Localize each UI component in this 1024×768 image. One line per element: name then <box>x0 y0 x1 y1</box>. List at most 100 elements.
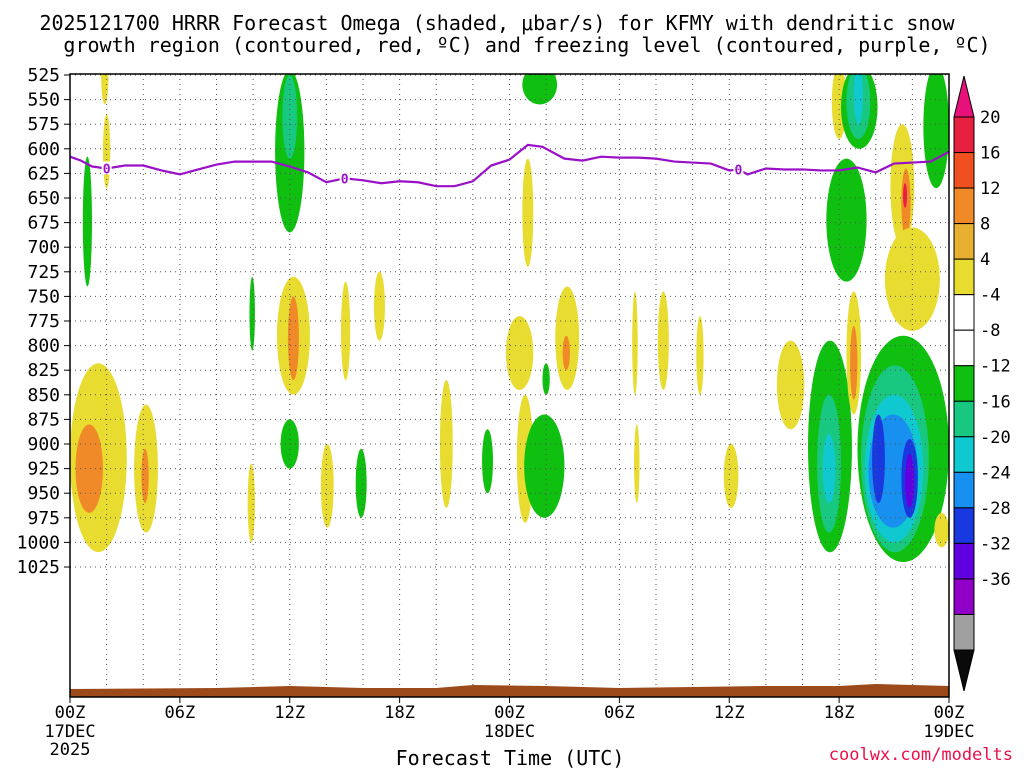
omega-contour-11 <box>373 271 385 341</box>
x-tick-label: 00Z <box>934 703 965 723</box>
omega-contour-8 <box>287 296 299 381</box>
omega-contour-31 <box>696 316 704 395</box>
freezing-level-label-2: 0 <box>734 163 742 178</box>
y-tick-label: 1000 <box>17 532 60 553</box>
y-tick-label: 875 <box>27 409 60 430</box>
colorbar-box-15 <box>953 116 975 154</box>
y-tick-label: 775 <box>27 311 60 332</box>
omega-contour-5 <box>522 74 558 105</box>
pressure-axis: 525 550 575 600 625 650 675 700 725 750 775 800 825 8… <box>17 65 70 578</box>
chart-title-line1: 2025121700 HRRR Forecast Omega (shaded, … <box>39 11 955 35</box>
colorbar-box-1 <box>953 613 975 651</box>
y-tick-label: 850 <box>27 385 60 406</box>
x-axis-label: Forecast Time (UTC) <box>396 746 625 768</box>
omega-shading <box>70 74 949 563</box>
freezing-level-contour: 0 0 0 <box>69 143 950 188</box>
omega-contour-10 <box>341 281 351 381</box>
colorbar-box-3 <box>953 542 975 580</box>
omega-contour-54 <box>903 183 908 208</box>
y-tick-label: 825 <box>27 360 60 381</box>
omega-contour-18 <box>320 444 334 528</box>
colorbar-label: -24 <box>980 463 1011 483</box>
omega-contour-43 <box>872 414 885 504</box>
freezing-level-label-0: 0 <box>103 162 111 177</box>
colorbar-bottom-arrow <box>953 649 975 692</box>
x-tick-date: 19DEC <box>923 722 974 742</box>
colorbar-label: -16 <box>980 392 1011 412</box>
colorbar: 20 16 12 8 4 -4 -8 -12 -16 -20 -24 -28 -32 -36 <box>953 75 1011 692</box>
colorbar-box-13 <box>953 187 975 225</box>
omega-contour-28 <box>632 291 638 395</box>
y-tick-label: 700 <box>27 237 60 258</box>
omega-contour-15 <box>141 448 149 504</box>
freezing-level-label-1: 0 <box>341 172 349 187</box>
y-tick-label: 950 <box>27 483 60 504</box>
freezing-level-label-bg-2 <box>733 162 744 176</box>
x-tick-year: 2025 <box>50 740 91 760</box>
omega-contour-27 <box>562 335 570 371</box>
omega-contour-1 <box>282 75 298 159</box>
omega-contour-38 <box>850 325 858 400</box>
omega-contour-30 <box>657 291 669 390</box>
plot-area: 0 0 0 <box>69 73 950 698</box>
colorbar-label: 16 <box>980 144 1000 164</box>
omega-contour-21 <box>482 429 494 494</box>
omega-contour-29 <box>634 424 640 504</box>
y-tick-label: 625 <box>27 163 60 184</box>
colorbar-box-4 <box>953 507 975 544</box>
omega-contour-17 <box>247 463 255 543</box>
y-tick-label: 800 <box>27 336 60 357</box>
omega-contour-20 <box>439 380 453 508</box>
freezing-level-line <box>69 143 950 188</box>
omega-contour-36 <box>822 434 836 504</box>
omega-contour-46 <box>934 512 949 548</box>
y-tick-label: 675 <box>27 213 60 234</box>
y-tick-label: 575 <box>27 114 60 135</box>
colorbar-label: -20 <box>980 428 1011 448</box>
credit-link[interactable]: coolwx.com/modelts <box>829 745 1013 765</box>
x-tick-date: 17DEC <box>44 722 95 742</box>
omega-contour-2 <box>82 156 92 287</box>
x-tick-label: 06Z <box>165 703 196 723</box>
omega-contour-51 <box>826 158 867 282</box>
omega-contour-50 <box>853 74 863 125</box>
freezing-level-label-bg-0 <box>101 161 112 175</box>
colorbar-label: 4 <box>980 250 990 270</box>
colorbar-box-12 <box>953 223 975 260</box>
x-tick-label: 12Z <box>714 703 745 723</box>
colorbar-label: 8 <box>980 215 990 235</box>
colorbar-box-6 <box>953 436 975 473</box>
colorbar-top-arrow <box>953 75 975 118</box>
terrain-ground <box>70 684 949 697</box>
colorbar-label: -12 <box>980 357 1011 377</box>
colorbar-box-10 <box>953 294 975 331</box>
colorbar-label: -8 <box>980 321 1000 341</box>
omega-contour-4 <box>101 74 109 105</box>
y-tick-label: 650 <box>27 188 60 209</box>
x-tick-label: 18Z <box>824 703 855 723</box>
y-tick-label: 900 <box>27 434 60 455</box>
x-tick-date: 18DEC <box>484 722 535 742</box>
y-tick-label: 725 <box>27 262 60 283</box>
omega-contour-32 <box>723 444 739 508</box>
x-tick-label: 12Z <box>274 703 305 723</box>
y-tick-label: 550 <box>27 90 60 111</box>
y-tick-label: 600 <box>27 139 60 160</box>
omega-contour-19 <box>355 448 367 518</box>
colorbar-box-14 <box>953 152 975 189</box>
colorbar-box-5 <box>953 471 975 509</box>
omega-contour-56 <box>923 74 949 189</box>
colorbar-label: 20 <box>980 108 1000 128</box>
omega-contour-33 <box>776 340 805 430</box>
omega-contour-22 <box>505 316 534 390</box>
x-tick-label: 06Z <box>604 703 635 723</box>
x-tick-label: 00Z <box>55 703 86 723</box>
colorbar-box-7 <box>953 400 975 438</box>
x-tick-label: 18Z <box>384 703 415 723</box>
omega-contour-13 <box>75 424 103 513</box>
colorbar-label: -4 <box>980 286 1000 306</box>
colorbar-box-8 <box>953 365 975 402</box>
y-tick-label: 975 <box>27 508 60 529</box>
colorbar-label: 12 <box>980 179 1000 199</box>
